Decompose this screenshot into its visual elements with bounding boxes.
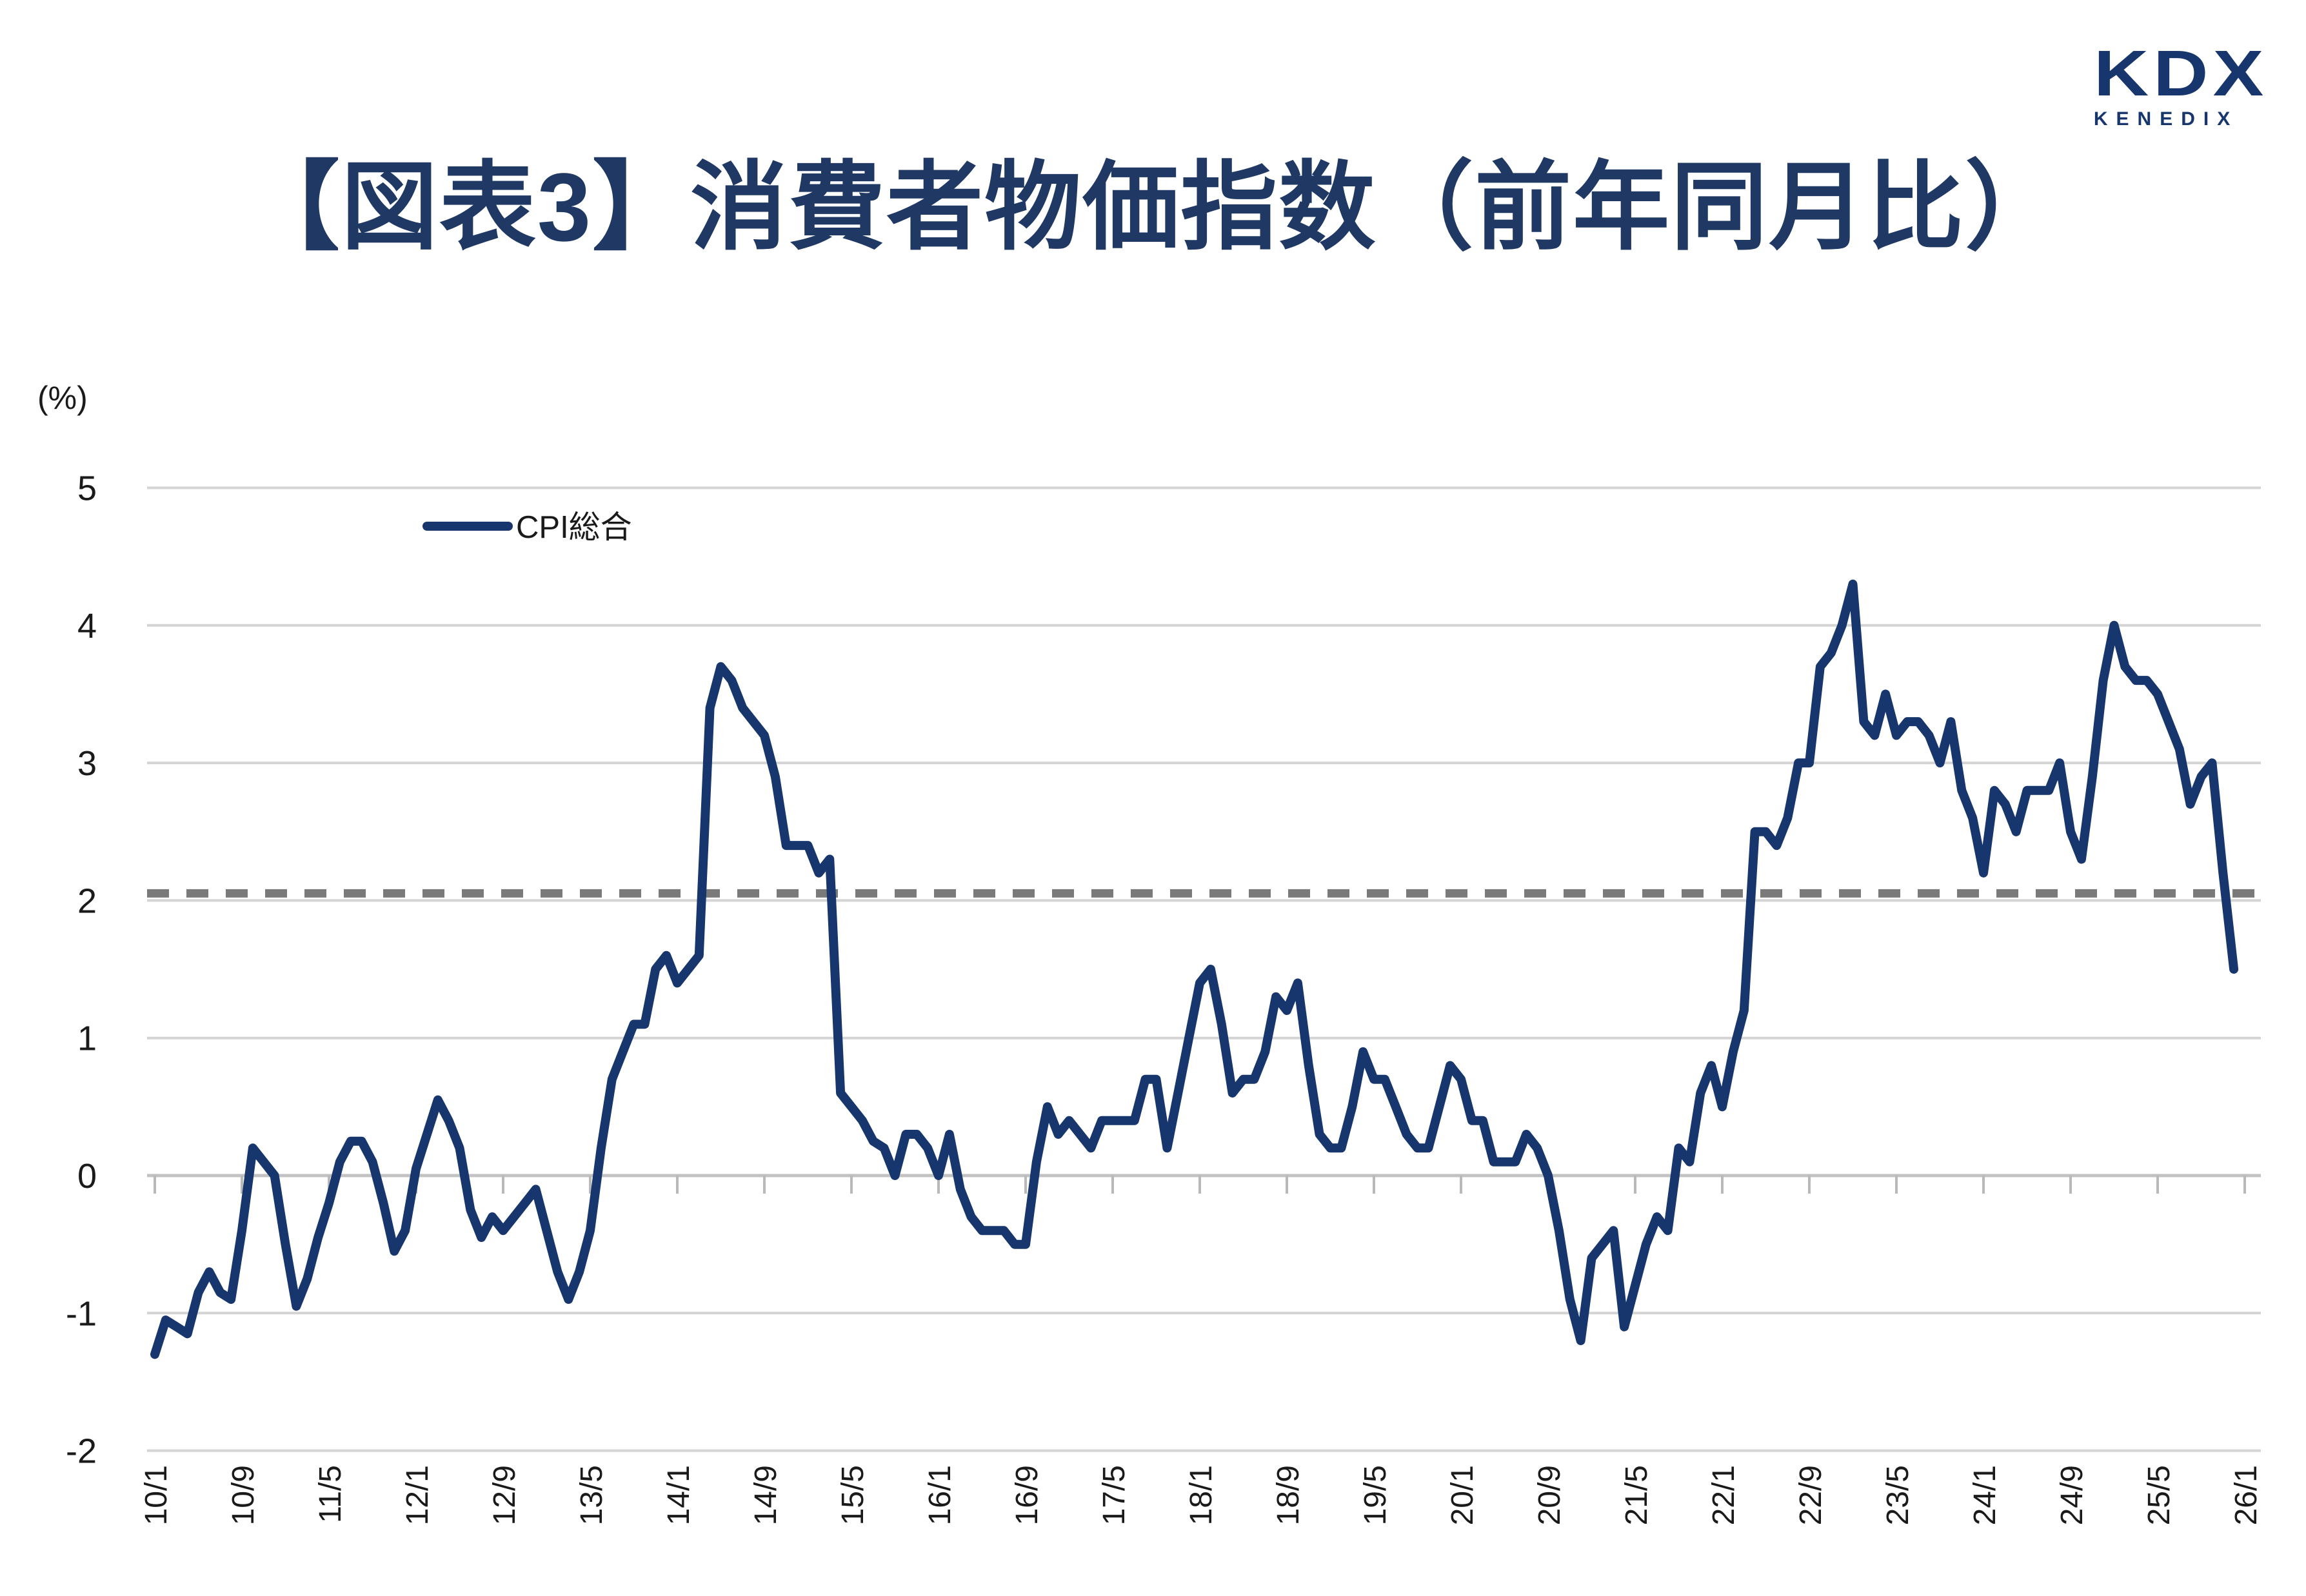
x-tick-label: 18/1	[1184, 1465, 1218, 1525]
x-tick-label: 22/9	[1794, 1465, 1828, 1525]
x-tick-label: 24/1	[1968, 1465, 2002, 1525]
x-tick-label: 17/5	[1097, 1465, 1131, 1525]
x-tick-label: 13/5	[575, 1465, 609, 1525]
x-tick-label: 16/1	[923, 1465, 957, 1525]
x-tick-label: 24/9	[2055, 1465, 2089, 1525]
x-tick-label: 12/9	[488, 1465, 522, 1525]
x-tick-label: 18/9	[1271, 1465, 1306, 1525]
x-tick-label: 10/1	[139, 1465, 174, 1525]
x-tick-label: 19/5	[1358, 1465, 1393, 1525]
y-tick-label: 0	[77, 1157, 97, 1196]
x-tick-label: 20/1	[1446, 1465, 1480, 1525]
x-tick-label: 16/9	[1010, 1465, 1044, 1525]
logo-kenedix-text: KENEDIX	[2093, 108, 2239, 130]
kdx-kenedix-logo: KDX KENEDIX	[2093, 41, 2263, 130]
x-tick-label: 10/9	[226, 1465, 261, 1525]
x-tick-label: 25/5	[2142, 1465, 2176, 1525]
x-tick-label: 14/9	[749, 1465, 783, 1525]
cpi-series-line	[150, 579, 2239, 1359]
x-tick-label: 22/1	[1707, 1465, 1741, 1525]
y-tick-label: -2	[66, 1432, 97, 1471]
x-tick-label: 23/5	[1881, 1465, 1915, 1525]
y-axis-unit-label: (%)	[37, 380, 88, 416]
chart-title: 【図表3】消費者物価指数（前年同月比）	[243, 153, 2063, 261]
x-tick-label: 26/1	[2229, 1465, 2263, 1525]
logo-kdx-text: KDX	[2093, 37, 2269, 110]
legend-label: CPI総合	[516, 510, 632, 545]
x-tick-label: 20/9	[1533, 1465, 1567, 1525]
x-tick-label: 21/5	[1620, 1465, 1654, 1525]
y-tick-label: 5	[77, 469, 97, 508]
y-tick-label: 4	[77, 607, 97, 645]
x-tick-label: 15/5	[836, 1465, 870, 1525]
x-tick-label: 12/1	[401, 1465, 435, 1525]
y-tick-label: 1	[77, 1020, 97, 1058]
y-tick-label: -1	[66, 1294, 97, 1333]
y-tick-label: 2	[77, 882, 97, 920]
x-tick-label: 14/1	[662, 1465, 696, 1525]
x-tick-label: 11/5	[313, 1465, 348, 1523]
y-tick-label: 3	[77, 744, 97, 783]
